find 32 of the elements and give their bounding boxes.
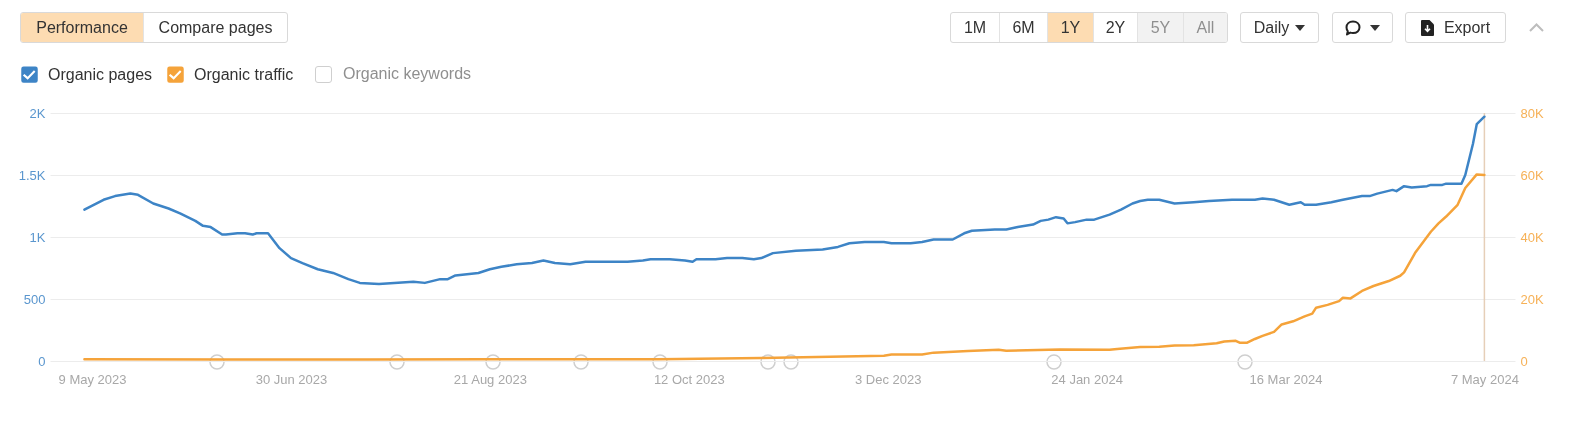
text: Daily <box>1253 18 1290 37</box>
text: All <box>1184 13 1227 42</box>
y-tick-label: 1.5K <box>18 167 46 183</box>
x-tick-label: 30 Jun 2023 <box>255 371 328 387</box>
text: Performance <box>21 13 144 42</box>
text: 6M <box>1000 13 1048 42</box>
x-tick-label: 21 Aug 2023 <box>453 371 527 387</box>
y2-tick-label: 80K <box>1520 105 1544 121</box>
text: Export <box>1443 18 1491 37</box>
y-tick-label: 500 <box>23 291 46 307</box>
y-tick-label: 2K <box>29 105 46 121</box>
x-tick-label: 12 Oct 2023 <box>653 371 725 387</box>
y-tick-label: 1K <box>29 229 46 245</box>
y2-tick-label: 20K <box>1520 291 1544 307</box>
text: 5Y <box>1138 13 1184 42</box>
y2-tick-label: 40K <box>1520 229 1544 245</box>
y2-tick-label: 0 <box>1520 353 1528 369</box>
text: 1M <box>951 13 1000 42</box>
y-tick-label: 0 <box>38 353 46 369</box>
text: 2Y <box>1094 13 1138 42</box>
text: Compare pages <box>157 17 274 38</box>
y2-tick-label: 60K <box>1520 167 1544 183</box>
x-tick-label: 3 Dec 2023 <box>854 371 922 387</box>
legend-label: Organic pages <box>48 65 153 83</box>
x-tick-label: 7 May 2024 <box>1450 371 1519 387</box>
line-series <box>83 115 1486 286</box>
text: Organic keywords <box>343 65 472 83</box>
x-tick-label: 24 Jan 2024 <box>1051 371 1123 387</box>
legend-label: Organic traffic <box>194 65 294 83</box>
text: 1Y <box>1048 13 1094 42</box>
x-tick-label: 16 Mar 2024 <box>1249 371 1323 387</box>
x-tick-label: 9 May 2023 <box>58 371 127 387</box>
